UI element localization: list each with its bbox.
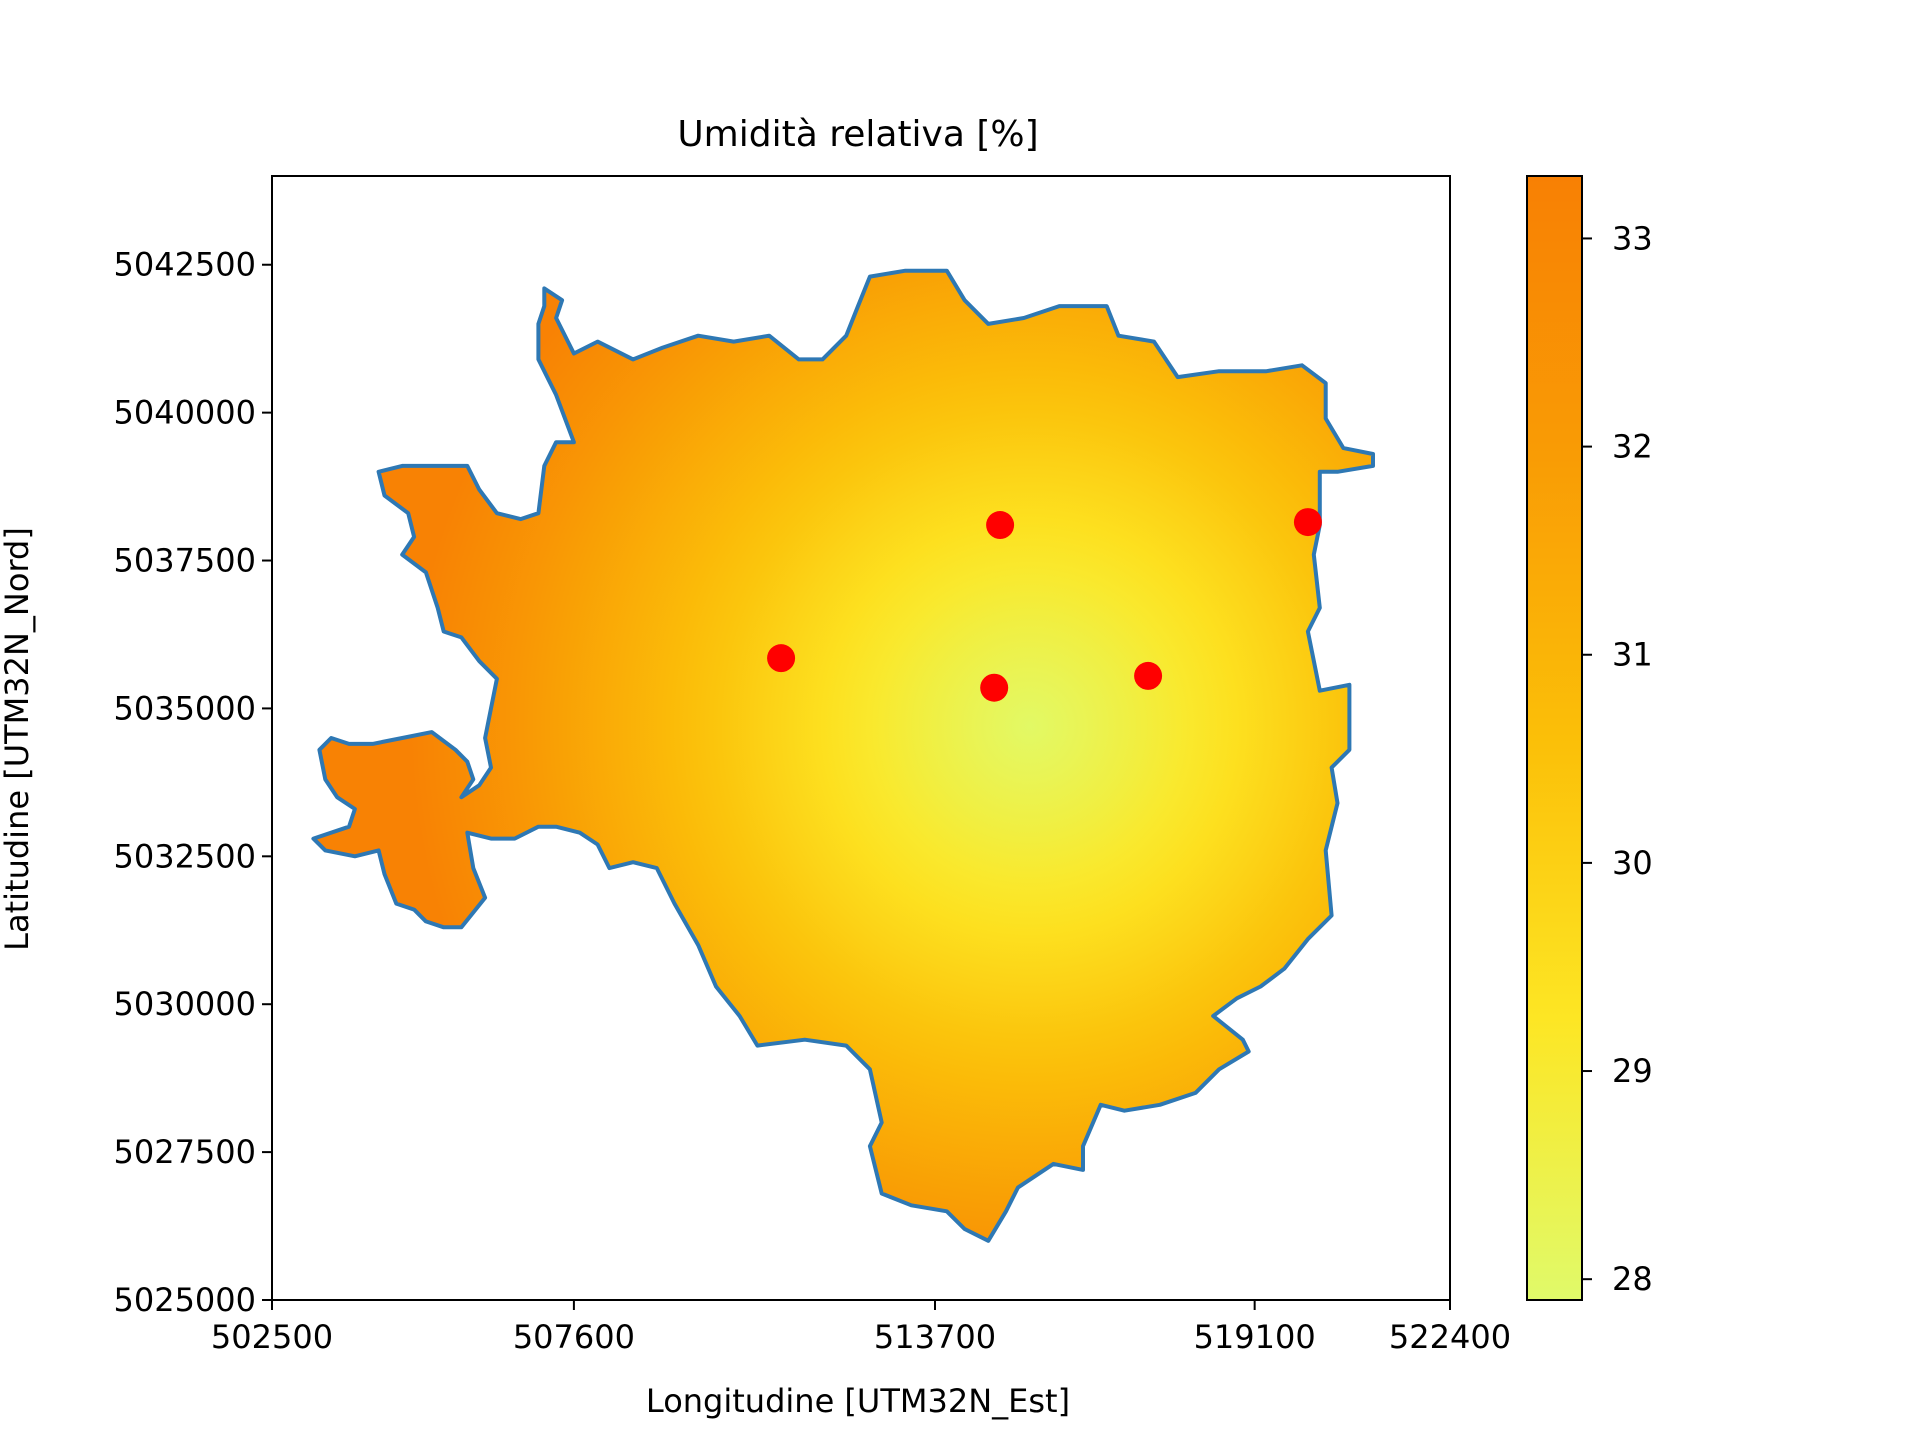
station-markers [767,508,1322,702]
colorbar-ticks: 28 29 30 31 32 33 [1582,219,1653,1298]
x-tick-label: 519100 [1194,1318,1316,1356]
humidity-field [313,270,1373,1241]
x-tick-label: 522400 [1389,1318,1511,1356]
x-axis: 502500 507600 513700 519100 522400 [211,1300,1511,1356]
axes-frame [271,175,1451,1301]
colorbar-tick-label: 30 [1612,844,1653,882]
x-tick-label: 502500 [211,1318,333,1356]
station-marker [980,673,1009,702]
chart-title: Umidità relativa [%] [677,114,1038,155]
y-tick-label: 5030000 [113,985,256,1023]
y-axis: 5025000 5027500 5030000 5032500 5035000 50375… [113,246,272,1319]
y-tick-label: 5037500 [113,542,256,580]
colorbar-frame [1526,175,1583,1301]
colorbar-tick-label: 31 [1612,636,1653,674]
colorbar-tick-label: 29 [1612,1052,1653,1090]
y-tick-label: 5027500 [113,1133,256,1171]
colorbar-tick-label: 33 [1612,219,1653,257]
x-tick-label: 513700 [874,1318,996,1356]
y-tick-label: 5042500 [113,246,256,284]
colorbar-gradient [1527,176,1582,1300]
y-tick-label: 5035000 [113,689,256,727]
station-marker [986,511,1015,540]
station-marker [1293,508,1322,537]
station-marker [1134,661,1163,690]
y-tick-label: 5025000 [113,1281,256,1319]
y-tick-label: 5040000 [113,394,256,432]
x-tick-label: 507600 [513,1318,635,1356]
colorbar-tick-label: 32 [1612,428,1653,466]
colorbar-tick-label: 28 [1612,1260,1653,1298]
plot-area [271,175,1451,1301]
y-axis-label: Latitudine [UTM32N_Nord] [0,527,36,951]
city-boundary [311,268,1375,1243]
y-tick-label: 5032500 [113,837,256,875]
x-axis-label: Longitudine [UTM32N_Est] [646,1382,1070,1420]
colorbar: 28 29 30 31 32 33 [1526,175,1653,1301]
station-marker [767,644,796,673]
